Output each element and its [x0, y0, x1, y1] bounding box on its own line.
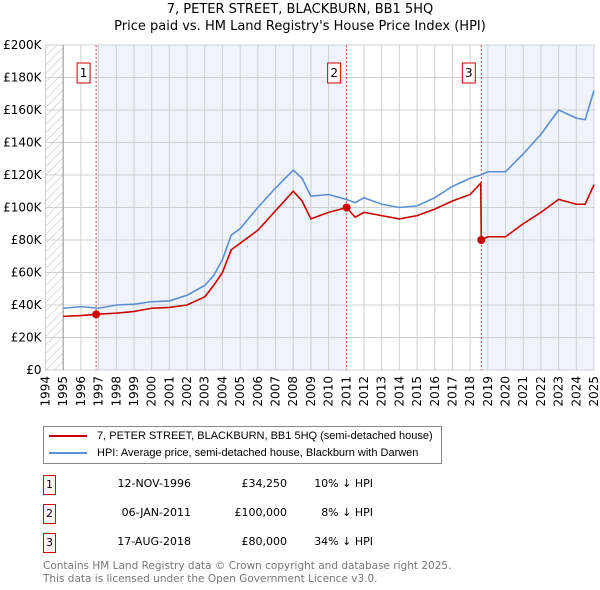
hpi-line [63, 90, 595, 310]
x-tick-label: 1994 [39, 376, 53, 407]
x-tick-label: 2008 [286, 376, 300, 407]
sale-label: 2 [330, 66, 338, 80]
x-tick-label: 2018 [463, 376, 477, 407]
sale-date: 17-AUG-2018 [117, 535, 191, 548]
y-tick-label: £40K [11, 298, 43, 312]
footer: Contains HM Land Registry data © Crown c… [43, 560, 451, 586]
sale-label: 3 [465, 66, 473, 80]
x-tick-label: 2007 [269, 376, 283, 407]
x-tick-label: 1998 [109, 376, 123, 407]
sale-point [477, 236, 486, 244]
sale-label-box [327, 62, 342, 84]
hpi-diff: 34% ↓ HPI [314, 535, 373, 548]
marker-badge: 1 [43, 475, 56, 495]
sale-price: £100,000 [234, 506, 288, 519]
y-tick-label: £60K [11, 266, 43, 280]
sale-point [342, 203, 351, 212]
sale-label-box [76, 62, 91, 84]
chart-subtitle: Price paid vs. HM Land Registry's House … [114, 19, 486, 34]
legend-item-price: 7, PETER STREET, BLACKBURN, BB1 5HQ (sem… [44, 428, 433, 444]
x-tick-label: 2023 [552, 376, 566, 407]
y-tick-label: £100K [3, 201, 43, 215]
x-tick-label: 2021 [516, 376, 530, 407]
price-line [63, 181, 595, 318]
x-tick-label: 2010 [322, 376, 336, 407]
x-tick-label: 2001 [162, 376, 176, 407]
x-tick-label: 2011 [339, 376, 353, 407]
x-tick-label: 2009 [304, 376, 318, 407]
sale-label: 1 [80, 66, 88, 80]
x-tick-label: 1997 [92, 376, 106, 407]
x-tick-label: 2004 [215, 376, 229, 407]
sale-label-box [461, 62, 476, 84]
marker-badge: 3 [43, 533, 56, 553]
y-tick-label: £180K [3, 71, 43, 85]
x-tick-label: 2015 [410, 376, 424, 407]
footer-line: This data is licensed under the Open Gov… [43, 573, 378, 585]
x-tick-label: 1999 [127, 376, 141, 407]
marker-badge: 2 [43, 504, 56, 524]
footer-line: Contains HM Land Registry data © Crown c… [43, 560, 452, 572]
hpi-diff: 8% ↓ HPI [321, 506, 373, 519]
x-tick-label: 2019 [481, 376, 495, 407]
y-tick-label: £20K [11, 331, 43, 345]
x-tick-label: 2013 [375, 376, 389, 407]
y-tick-label: £80K [11, 233, 43, 247]
x-tick-label: 2024 [569, 376, 583, 407]
y-tick-label: £120K [3, 168, 43, 182]
sale-price: £34,250 [241, 477, 288, 490]
transaction-row: 2 06-JAN-2011 £100,000 8% ↓ HPI [43, 504, 373, 524]
legend-item-hpi: HPI: Average price, semi-detached house,… [44, 445, 433, 461]
hpi-diff: 10% ↓ HPI [314, 477, 373, 490]
transaction-row: 1 12-NOV-1996 £34,250 10% ↓ HPI [43, 475, 373, 495]
sale-date: 06-JAN-2011 [121, 506, 191, 519]
x-tick-label: 2005 [233, 376, 247, 407]
x-tick-label: 2012 [357, 376, 371, 407]
y-tick-label: £0 [26, 363, 41, 377]
y-tick-label: £160K [3, 103, 43, 117]
x-tick-label: 2006 [251, 376, 265, 407]
x-tick-label: 2020 [499, 376, 513, 407]
x-tick-label: 1995 [56, 376, 70, 407]
transaction-row: 3 17-AUG-2018 £80,000 34% ↓ HPI [43, 533, 373, 553]
x-tick-label: 2022 [534, 376, 548, 407]
legend-label: 7, PETER STREET, BLACKBURN, BB1 5HQ (sem… [97, 430, 433, 442]
x-tick-label: 2014 [392, 376, 406, 407]
chart-title: 7, PETER STREET, BLACKBURN, BB1 5HQ [166, 2, 434, 17]
legend-swatch-hpi [49, 452, 87, 454]
x-tick-label: 2002 [180, 376, 194, 407]
x-tick-label: 2000 [145, 376, 159, 407]
y-tick-label: £200K [3, 38, 43, 52]
price-chart: £0 £20K £40K £60K £80K £100K £120K £140K £160K £1… [3, 38, 600, 407]
sale-date: 12-NOV-1996 [117, 477, 191, 490]
x-tick-label: 2017 [445, 376, 459, 407]
x-tick-label: 2003 [198, 376, 212, 407]
legend: 7, PETER STREET, BLACKBURN, BB1 5HQ (sem… [43, 426, 442, 464]
sale-point [92, 310, 101, 319]
legend-swatch-price [49, 435, 87, 437]
legend-label: HPI: Average price, semi-detached house,… [97, 447, 419, 459]
x-tick-label: 2025 [587, 376, 600, 407]
x-tick-label: 2016 [428, 376, 442, 407]
y-tick-label: £140K [3, 136, 43, 150]
sale-price: £80,000 [241, 535, 288, 548]
x-tick-label: 1996 [74, 376, 88, 407]
